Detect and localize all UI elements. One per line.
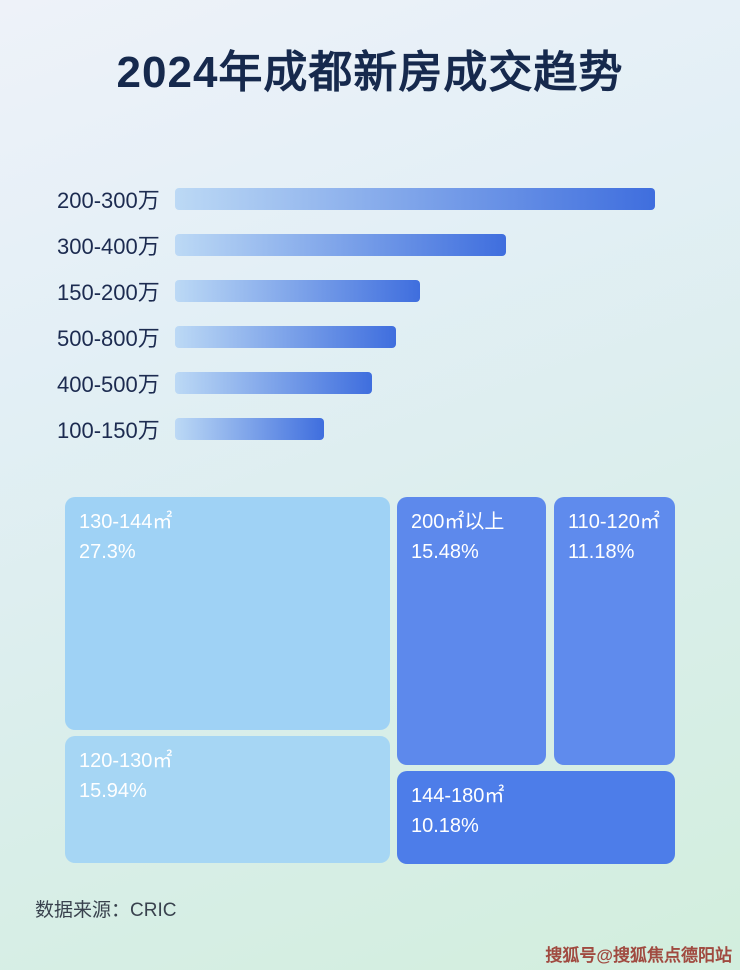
bar-category-label: 300-400万 bbox=[57, 234, 160, 259]
page-title: 2024年成都新房成交趋势 bbox=[116, 48, 624, 97]
treemap-block-144-180: 144-180㎡ 10.18% bbox=[397, 771, 675, 864]
treemap-block-label: 130-144㎡ bbox=[79, 511, 173, 533]
bar-row: 150-200万 bbox=[57, 268, 683, 314]
treemap-block-200-plus: 200㎡以上 15.48% bbox=[397, 497, 546, 765]
bar-track bbox=[175, 418, 655, 440]
bar-row: 300-400万 bbox=[57, 222, 683, 268]
treemap-block-value: 10.18% bbox=[411, 815, 479, 837]
bar-category-label: 150-200万 bbox=[57, 280, 160, 305]
bar-row: 400-500万 bbox=[57, 360, 683, 406]
treemap-block-110-120: 110-120㎡ 11.18% bbox=[554, 497, 675, 765]
bar bbox=[175, 280, 420, 302]
bar-category-label: 100-150万 bbox=[57, 418, 160, 443]
treemap: 130-144㎡ 27.3% 120-130㎡ 15.94% 200㎡以上 15… bbox=[65, 497, 675, 868]
bar-track bbox=[175, 326, 655, 348]
bar-category-label: 200-300万 bbox=[57, 188, 160, 213]
treemap-block-value: 15.94% bbox=[79, 780, 147, 802]
bar-track bbox=[175, 234, 655, 256]
treemap-block-130-144: 130-144㎡ 27.3% bbox=[65, 497, 390, 730]
bar bbox=[175, 418, 324, 440]
bar-track bbox=[175, 280, 655, 302]
bar-category-label: 500-800万 bbox=[57, 326, 160, 351]
bar-row: 200-300万 bbox=[57, 176, 683, 222]
treemap-block-label: 110-120㎡ bbox=[568, 511, 660, 533]
treemap-block-label: 120-130㎡ bbox=[79, 750, 173, 772]
treemap-block-value: 11.18% bbox=[568, 541, 635, 563]
treemap-block-value: 15.48% bbox=[411, 541, 479, 563]
data-source-label: 数据来源：CRIC bbox=[35, 900, 177, 921]
bar-track bbox=[175, 372, 655, 394]
treemap-block-120-130: 120-130㎡ 15.94% bbox=[65, 736, 390, 863]
bar bbox=[175, 326, 396, 348]
bar-chart: 200-300万 300-400万 150-200万 500-800万 400-500万… bbox=[57, 176, 683, 452]
bar bbox=[175, 234, 507, 256]
treemap-block-value: 27.3% bbox=[79, 541, 136, 563]
watermark-text: 搜狐号@搜狐焦点德阳站 bbox=[545, 946, 732, 965]
bar-row: 100-150万 bbox=[57, 406, 683, 452]
treemap-block-label: 144-180㎡ bbox=[411, 785, 505, 807]
bar bbox=[175, 372, 372, 394]
bar-category-label: 400-500万 bbox=[57, 372, 160, 397]
bar-track bbox=[175, 188, 655, 210]
bar bbox=[175, 188, 655, 210]
bar-row: 500-800万 bbox=[57, 314, 683, 360]
treemap-block-label: 200㎡以上 bbox=[411, 511, 505, 533]
